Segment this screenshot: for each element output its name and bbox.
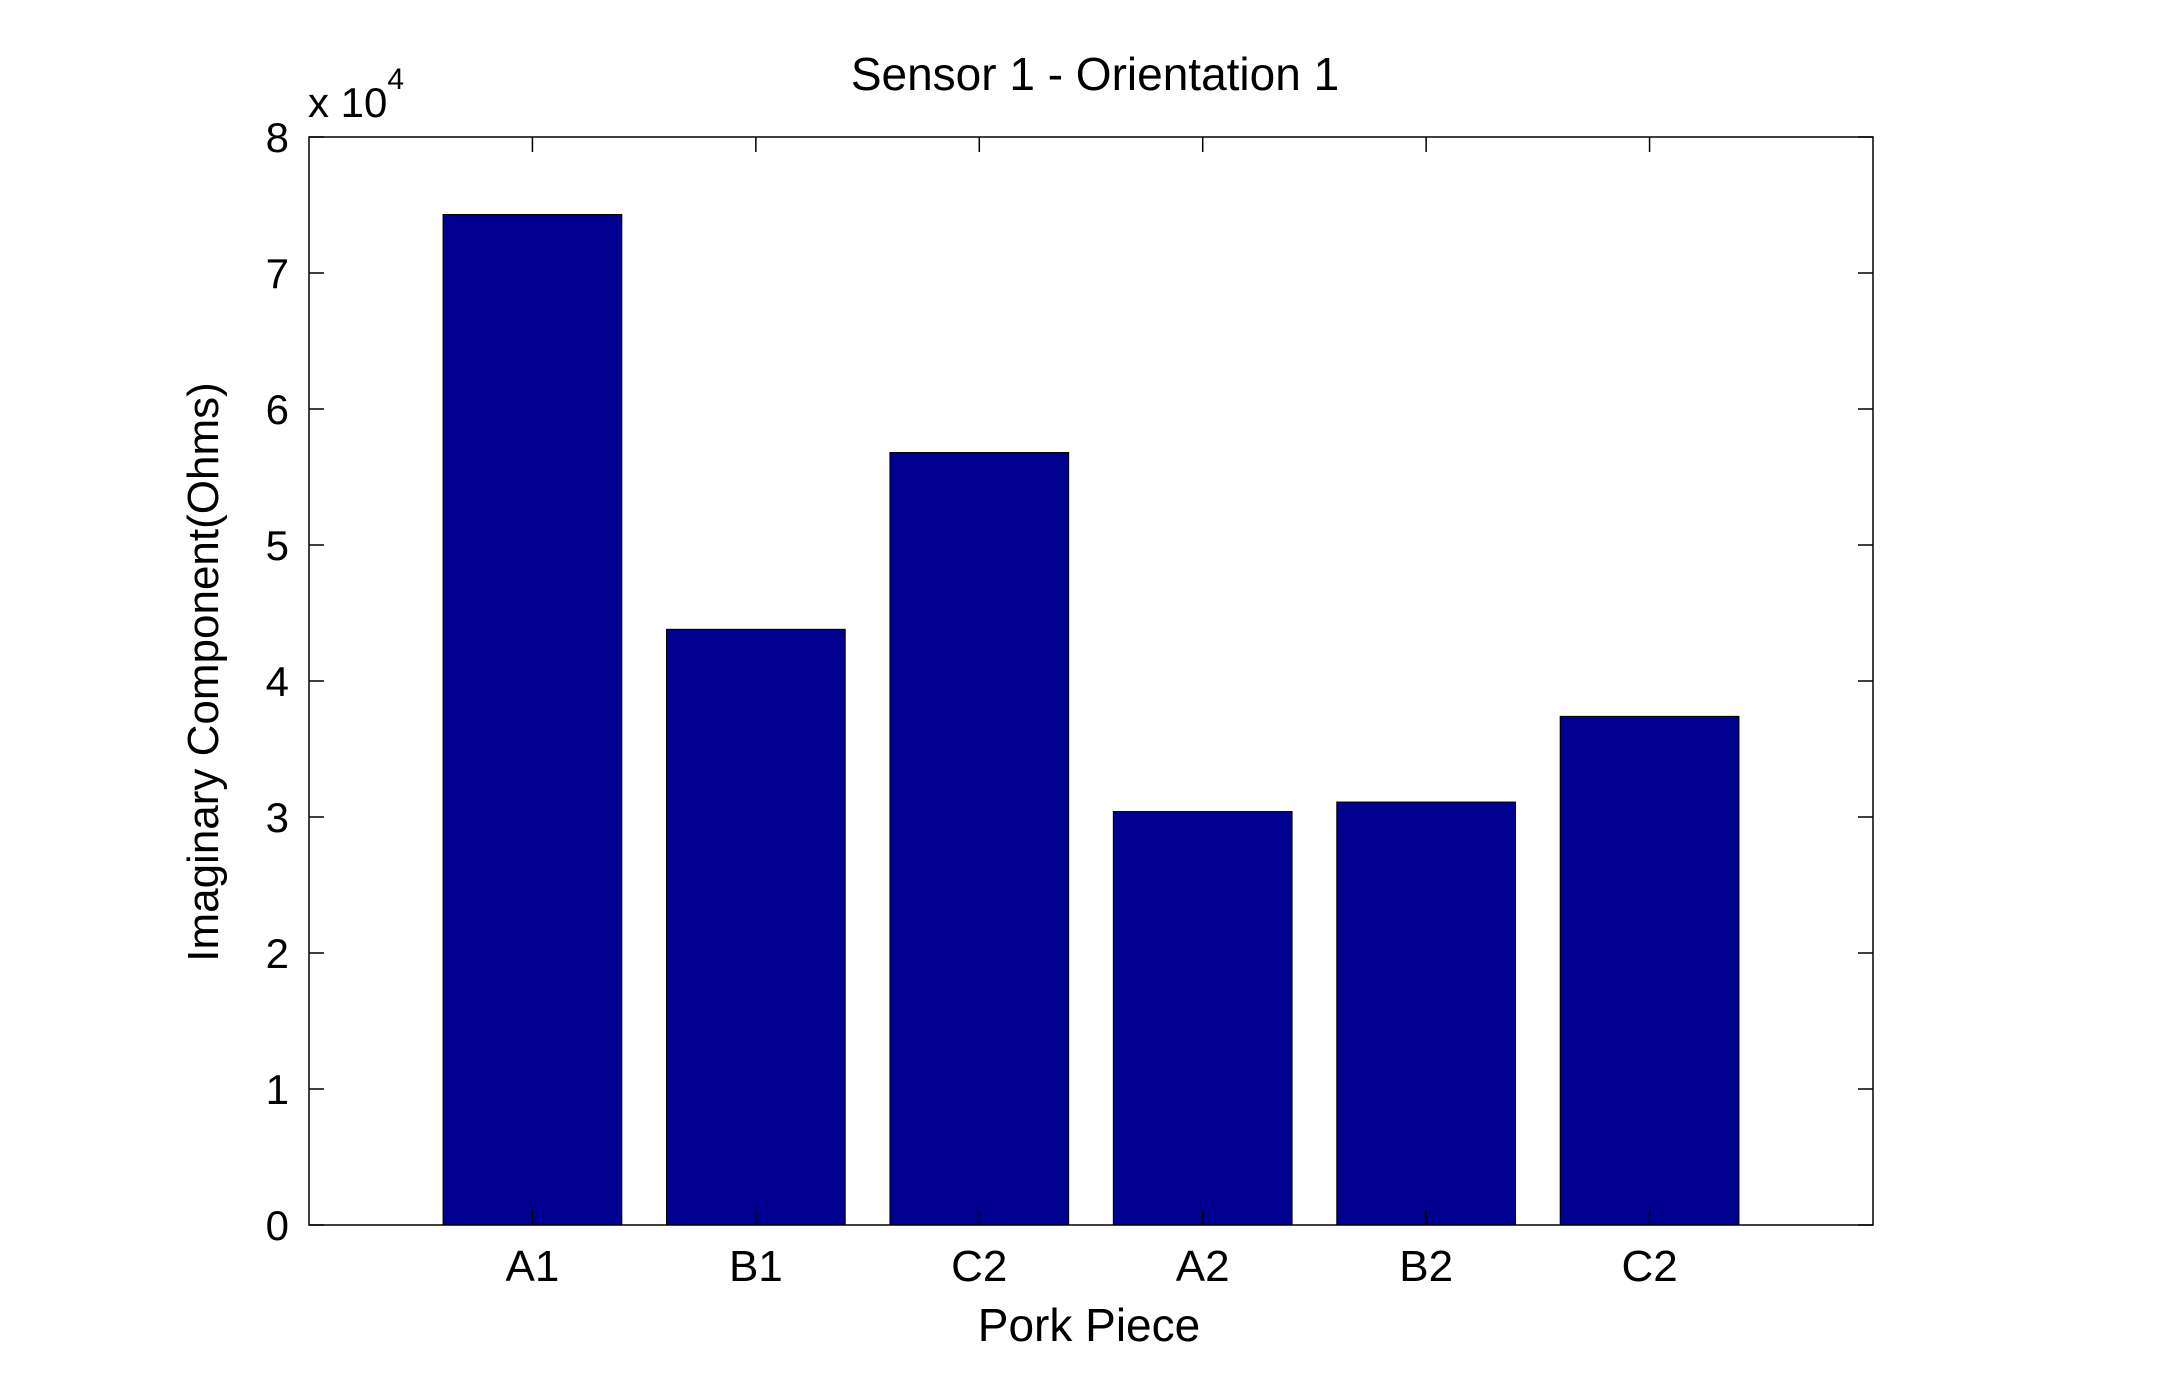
bar-4 <box>1112 811 1293 1226</box>
chart-title: Sensor 1 - Orientation 1 <box>851 48 1339 100</box>
y-tick-label-6: 6 <box>266 386 289 433</box>
x-tick-label-3: A2 <box>1176 1242 1230 1291</box>
bar-6 <box>1559 715 1740 1226</box>
x-axis-label: Pork Piece <box>978 1299 1200 1351</box>
bar-5 <box>1336 801 1517 1226</box>
x-tick-label-4: B2 <box>1399 1242 1453 1291</box>
y-tick-label-1: 1 <box>266 1066 289 1113</box>
y-tick-label-3: 3 <box>266 794 289 841</box>
bar-3 <box>889 452 1070 1226</box>
y-axis-exponent-base: x 10 <box>308 79 387 126</box>
x-tick-label-1: B1 <box>729 1242 783 1291</box>
y-tick-label-7: 7 <box>266 250 289 297</box>
y-axis-exponent: x 104 <box>308 63 404 126</box>
y-tick-label-0: 0 <box>266 1202 289 1249</box>
y-tick-label-2: 2 <box>266 930 289 977</box>
y-axis-exponent-power: 4 <box>387 63 404 96</box>
bar-2 <box>665 628 846 1226</box>
x-tick-label-5: C2 <box>1621 1242 1677 1291</box>
y-axis-label: Imaginary Component(Ohms) <box>179 382 228 962</box>
x-tick-label-2: C2 <box>951 1242 1007 1291</box>
bar-1 <box>442 214 623 1226</box>
y-tick-label-8: 8 <box>266 114 289 161</box>
plot-area: 0 1 2 3 4 5 6 7 8 A1 B1 C2 A2 B2 C2 <box>266 114 1874 1291</box>
y-tick-label-4: 4 <box>266 658 289 705</box>
x-tick-label-0: A1 <box>506 1242 560 1291</box>
y-tick-label-5: 5 <box>266 522 289 569</box>
